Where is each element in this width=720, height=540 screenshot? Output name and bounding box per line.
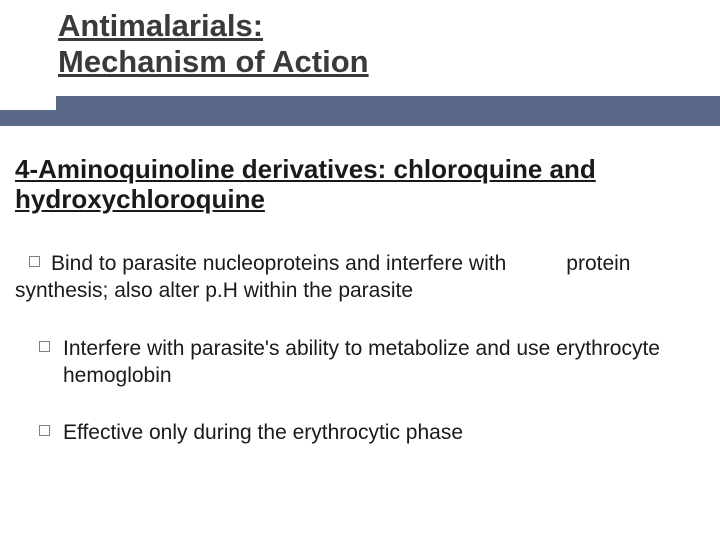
bullet-item: Bind to parasite nucleoproteins and inte… xyxy=(15,250,695,305)
slide-container: Antimalarials: Mechanism of Action 4-Ami… xyxy=(0,0,720,540)
bullet-list: Bind to parasite nucleoproteins and inte… xyxy=(15,250,695,476)
bullet-text: Effective only during the erythrocytic p… xyxy=(15,419,695,446)
square-bullet-icon xyxy=(39,341,50,352)
bullet-item: Interfere with parasite's ability to met… xyxy=(15,335,695,390)
square-bullet-icon xyxy=(29,256,40,267)
bullet-text-part-b: protein xyxy=(530,250,630,277)
bullet-text-part-c: synthesis; also alter p.H within the par… xyxy=(15,279,413,302)
title-area: Antimalarials: Mechanism of Action xyxy=(58,8,700,79)
slide-subtitle: 4-Aminoquinoline derivatives: chloroquin… xyxy=(15,155,700,215)
title-line-2: Mechanism of Action xyxy=(58,44,369,79)
slide-title: Antimalarials: Mechanism of Action xyxy=(58,8,700,79)
square-bullet-icon xyxy=(39,425,50,436)
title-line-1: Antimalarials: xyxy=(58,8,263,43)
header-accent-notch xyxy=(0,96,56,110)
bullet-text-part-a: Bind to parasite nucleoproteins and inte… xyxy=(51,252,506,275)
bullet-text: Bind to parasite nucleoproteins and inte… xyxy=(15,250,695,305)
bullet-item: Effective only during the erythrocytic p… xyxy=(15,419,695,446)
header-accent-bar xyxy=(0,96,720,126)
bullet-text: Interfere with parasite's ability to met… xyxy=(15,335,695,390)
